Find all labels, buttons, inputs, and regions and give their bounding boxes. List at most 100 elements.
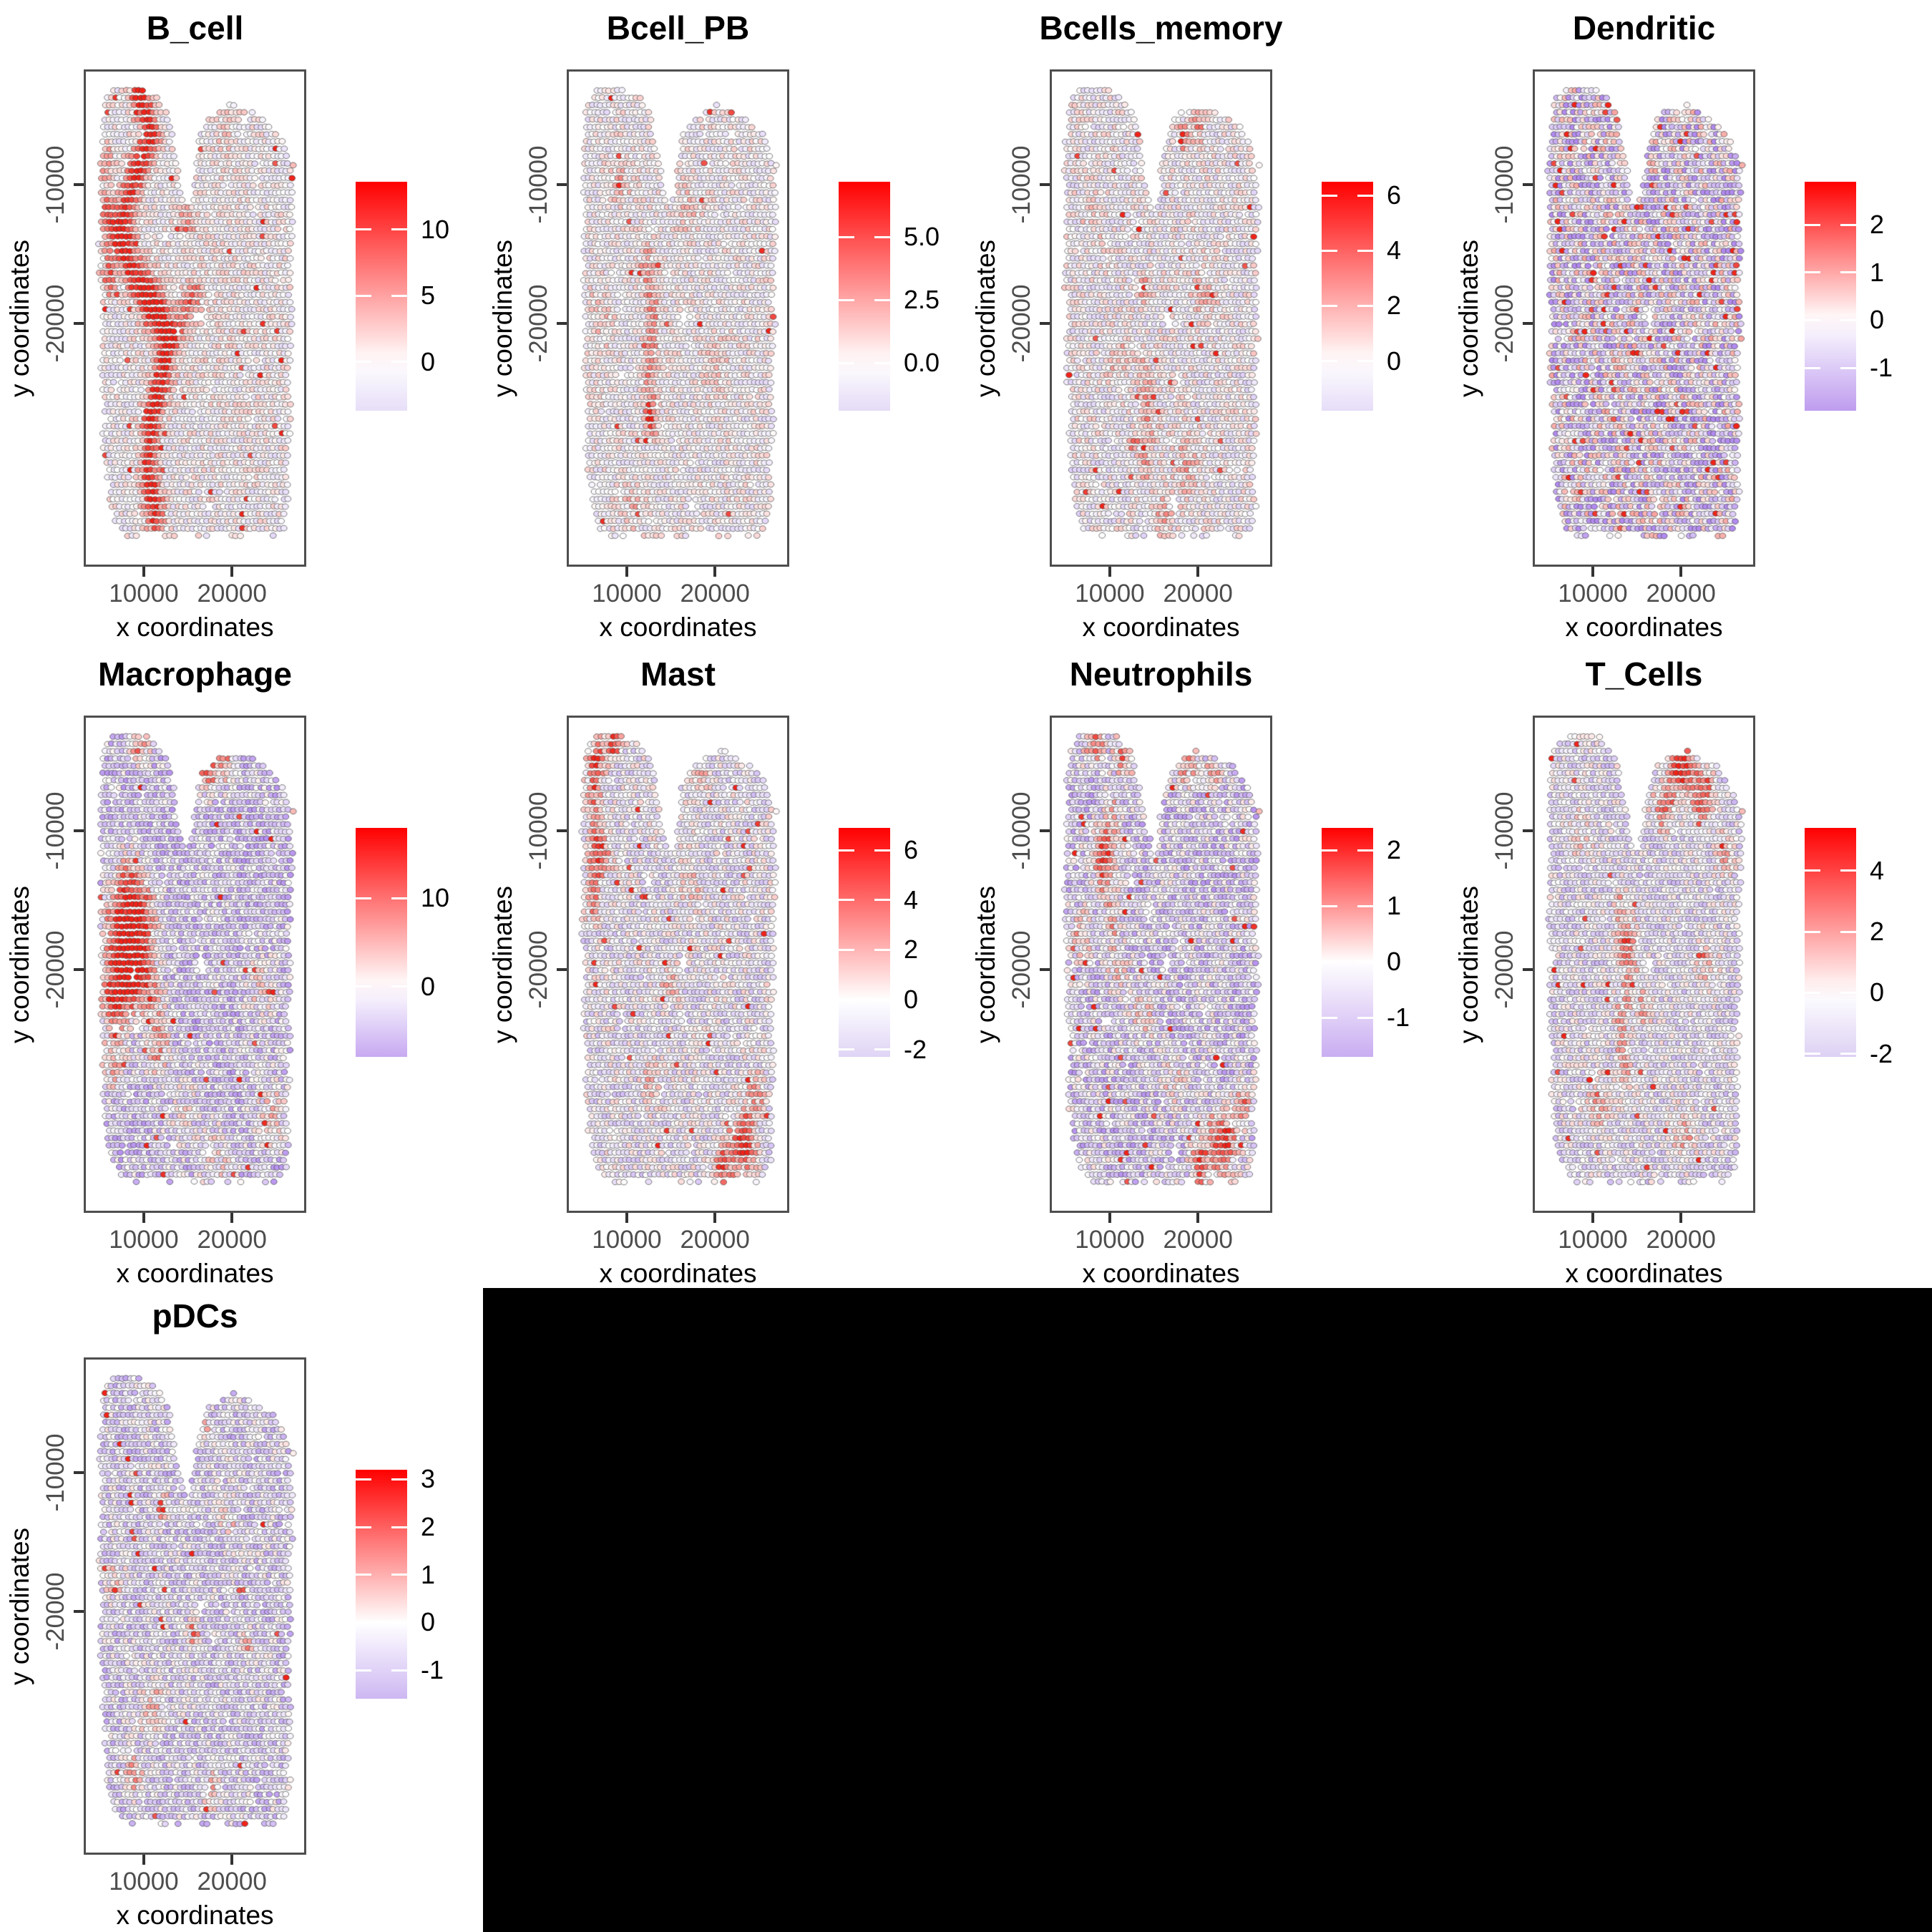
- legend-tick-mark: [1840, 223, 1856, 226]
- color-legend-gradient-bar: [1805, 182, 1856, 411]
- legend-tick-label: 0: [1870, 977, 1885, 1008]
- spatial-spots-canvas: [569, 72, 787, 565]
- legend-tick-mark: [1322, 194, 1337, 197]
- feature-panel-b_cell: B_cell x coordinates y coordinates 10000…: [0, 0, 483, 644]
- y-axis-tick-mark: [1523, 322, 1533, 326]
- x-axis-tick-label: 10000: [1558, 1226, 1628, 1254]
- y-axis-tick-label: -20000: [1491, 930, 1518, 1009]
- y-axis-title: y coordinates: [5, 239, 34, 397]
- y-axis-title: y coordinates: [488, 239, 517, 397]
- legend-tick-label: -1: [1387, 1002, 1410, 1033]
- x-axis-tick-label: 20000: [197, 1868, 267, 1896]
- legend-tick-label: 0: [904, 985, 919, 1014]
- y-axis-tick-label: -10000: [1491, 145, 1518, 224]
- empty-panel-region: [483, 1288, 1932, 1932]
- x-axis-tick-mark: [142, 567, 145, 577]
- y-axis-tick-label: -20000: [525, 930, 552, 1009]
- legend-tick-mark: [356, 1574, 371, 1576]
- y-axis-tick-mark: [557, 968, 567, 972]
- legend-tick-label: 2: [421, 1512, 436, 1541]
- legend-tick-mark: [874, 298, 890, 301]
- y-axis-title: y coordinates: [1454, 885, 1483, 1043]
- x-axis-title: x coordinates: [1565, 613, 1723, 642]
- legend-tick-mark: [356, 294, 371, 297]
- y-axis-tick-label: -20000: [42, 930, 69, 1009]
- legend-tick-mark: [391, 1526, 407, 1528]
- x-axis-tick-label: 10000: [109, 580, 179, 608]
- legend-tick-mark: [1805, 1053, 1820, 1055]
- legend-tick-label: 6: [904, 835, 919, 865]
- legend-tick-mark: [1357, 1016, 1373, 1019]
- spatial-spots-canvas: [1535, 72, 1753, 565]
- y-axis-tick-mark: [1040, 968, 1050, 972]
- feature-panel-t_cells: T_Cells x coordinates y coordinates 1000…: [1449, 646, 1932, 1290]
- legend-tick-mark: [1357, 960, 1373, 963]
- legend-tick-label: -2: [1870, 1038, 1893, 1068]
- legend-tick-mark: [1840, 271, 1856, 274]
- y-axis-tick-label: -10000: [525, 145, 552, 224]
- legend-tick-mark: [356, 1526, 371, 1528]
- y-axis-tick-mark: [74, 183, 84, 187]
- legend-tick-label: 0: [1387, 947, 1402, 977]
- spatial-spots-canvas: [1052, 718, 1270, 1211]
- legend-tick-label: 0: [421, 346, 436, 376]
- legend-tick-mark: [1357, 849, 1373, 852]
- panel-title: Macrophage: [98, 655, 292, 693]
- legend-tick-mark: [1805, 930, 1820, 933]
- x-axis-tick-mark: [713, 1213, 717, 1223]
- y-axis-tick-label: -20000: [1008, 930, 1035, 1009]
- legend-tick-mark: [356, 897, 371, 899]
- y-axis-tick-mark: [74, 1471, 84, 1475]
- color-legend-gradient-bar: [356, 828, 407, 1057]
- legend-tick-mark: [1840, 869, 1856, 872]
- y-axis-tick-mark: [1040, 183, 1050, 187]
- legend-tick-mark: [356, 1621, 371, 1624]
- y-axis-tick-mark: [1040, 829, 1050, 833]
- legend-tick-mark: [1805, 366, 1820, 369]
- feature-panel-neutrophils: Neutrophils x coordinates y coordinates …: [966, 646, 1449, 1290]
- legend-tick-mark: [839, 235, 854, 238]
- y-axis-tick-mark: [557, 322, 567, 326]
- legend-tick-label: 0: [421, 1607, 436, 1637]
- x-axis-title: x coordinates: [599, 613, 757, 642]
- legend-tick-mark: [839, 1048, 854, 1051]
- legend-tick-mark: [1322, 1016, 1337, 1019]
- legend-tick-mark: [874, 235, 890, 238]
- legend-tick-mark: [1840, 991, 1856, 994]
- legend-tick-mark: [1322, 960, 1337, 963]
- x-axis-tick-mark: [1108, 567, 1111, 577]
- legend-tick-mark: [1322, 249, 1337, 252]
- legend-tick-mark: [839, 298, 854, 301]
- x-axis-tick-mark: [142, 1213, 145, 1223]
- x-axis-tick-label: 20000: [680, 1226, 750, 1254]
- legend-tick-mark: [391, 294, 407, 297]
- panel-title: Bcells_memory: [1039, 9, 1283, 47]
- legend-tick-label: 6: [1387, 180, 1402, 210]
- feature-panel-dendritic: Dendritic x coordinates y coordinates 10…: [1449, 0, 1932, 644]
- legend-tick-label: 1: [1387, 891, 1402, 921]
- spatial-spots-canvas: [569, 718, 787, 1211]
- legend-tick-mark: [391, 1478, 407, 1480]
- x-axis-tick-label: 10000: [1075, 580, 1145, 608]
- feature-panel-pdcs: pDCs x coordinates y coordinates 10000 2…: [0, 1288, 483, 1932]
- legend-tick-mark: [1357, 360, 1373, 363]
- spatial-spots-canvas: [86, 1360, 304, 1853]
- spatial-spots-canvas: [1052, 72, 1270, 565]
- legend-tick-mark: [874, 998, 890, 1001]
- legend-tick-mark: [839, 849, 854, 852]
- legend-tick-mark: [391, 1669, 407, 1672]
- x-axis-tick-mark: [230, 1213, 234, 1223]
- legend-tick-mark: [874, 361, 890, 364]
- panel-title: Bcell_PB: [606, 9, 750, 47]
- legend-tick-mark: [874, 948, 890, 951]
- legend-tick-label: 4: [1870, 855, 1885, 885]
- x-axis-tick-mark: [1196, 1213, 1200, 1223]
- legend-tick-label: 2: [1870, 917, 1885, 947]
- x-axis-tick-mark: [1591, 567, 1594, 577]
- y-axis-tick-label: -20000: [42, 284, 69, 363]
- x-axis-tick-mark: [1591, 1213, 1594, 1223]
- legend-tick-label: 2: [1387, 835, 1402, 865]
- spatial-spots-canvas: [1535, 718, 1753, 1211]
- x-axis-tick-label: 10000: [592, 580, 662, 608]
